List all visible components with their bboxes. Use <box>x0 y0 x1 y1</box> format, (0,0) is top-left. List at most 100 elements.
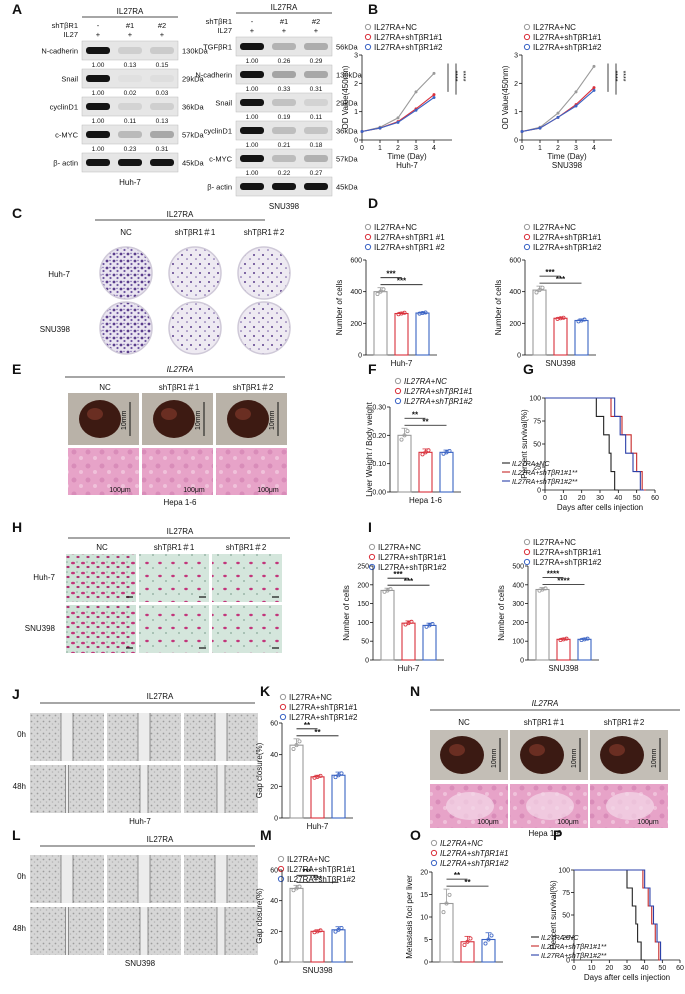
legend-entry: IL27RA+NC <box>374 223 417 232</box>
bar <box>397 434 412 493</box>
significance-marker: *** <box>302 867 312 876</box>
blot-band <box>240 43 264 50</box>
legend-marker <box>523 538 531 546</box>
transwell-image <box>212 554 282 602</box>
y-tick-label: 25 <box>562 935 570 942</box>
legend-entry: IL27RA+shTβR1#2 <box>440 859 509 868</box>
scale-label: 100μm <box>477 819 499 826</box>
section-title: IL27RA <box>147 692 174 701</box>
blot-protein-label: TGFβR1 <box>203 43 232 52</box>
data-point <box>402 433 407 438</box>
blot-band <box>304 183 328 190</box>
y-tick-label: 200 <box>509 321 521 328</box>
blot-quant-value: 1.00 <box>246 114 259 121</box>
liver-highlight <box>609 744 625 756</box>
blot-quant-value: 0.19 <box>278 114 291 121</box>
x-tick-label: 10 <box>588 965 596 972</box>
x-axis-label: Days after cells injection <box>557 503 643 512</box>
y-tick-label: 40 <box>270 752 278 759</box>
y-tick-label: 3 <box>514 53 518 60</box>
caption: Huh-7 <box>129 817 151 826</box>
wound-gap <box>61 855 73 903</box>
wound-gap <box>215 713 227 761</box>
survival-curve <box>574 869 645 961</box>
blot-size-label: 130kDa <box>336 71 363 80</box>
blot-band <box>86 47 110 54</box>
bar <box>439 451 454 493</box>
scale-label: 10mm <box>269 410 276 430</box>
legend-entry: IL27RA+shTβR1#1 <box>289 703 358 712</box>
column-label: shTβR1＃2 <box>604 718 645 727</box>
row-label: 48h <box>13 924 26 933</box>
y-tick-label: 300 <box>512 601 524 608</box>
scale-label: 100μm <box>637 819 659 826</box>
y-tick-label: 600 <box>509 258 521 265</box>
bar <box>415 312 430 356</box>
x-tick-label: 30 <box>623 965 631 972</box>
y-tick-label: 400 <box>350 289 362 296</box>
significance-marker: **** <box>451 71 458 82</box>
chart-subtitle: SNU398 <box>302 966 333 975</box>
data-point <box>399 437 404 442</box>
lane-label: - <box>97 21 100 30</box>
x-tick-label: 30 <box>596 495 604 502</box>
legend-marker <box>279 693 287 701</box>
legend-marker <box>277 875 285 883</box>
y-tick-label: 0 <box>517 353 521 360</box>
blot-quant-value: 1.00 <box>246 142 259 149</box>
legend-marker <box>523 33 531 41</box>
wound-gap <box>215 855 227 903</box>
column-label: shTβR1＃1 <box>524 718 565 727</box>
data-point <box>405 429 410 434</box>
y-tick-label: 100 <box>357 620 369 627</box>
series-point <box>432 96 436 99</box>
significance-marker: **** <box>611 71 618 82</box>
caption: Hepa 1-6 <box>164 498 197 507</box>
significance-marker: *** <box>404 577 414 586</box>
y-axis-label: Number of cells <box>342 585 351 641</box>
data-point <box>378 289 383 294</box>
he-stain <box>68 448 139 495</box>
lane-label: + <box>282 26 287 35</box>
panel-letter-N: N <box>410 683 420 699</box>
significance-marker: **** <box>547 570 560 579</box>
data-point <box>333 775 338 780</box>
series-point <box>556 115 560 119</box>
y-tick-label: 25 <box>533 465 541 472</box>
y-tick-label: 5 <box>424 937 428 944</box>
panel-letter-A: A <box>12 1 22 17</box>
caption: SNU398 <box>125 959 156 968</box>
blot-band <box>118 47 142 54</box>
x-tick-label: 4 <box>592 145 596 152</box>
data-point <box>585 636 590 641</box>
y-tick-label: 500 <box>512 564 524 571</box>
bar <box>289 744 304 819</box>
data-point <box>297 884 302 889</box>
blot-band <box>150 47 174 54</box>
y-tick-label: 2 <box>514 81 518 88</box>
row-label: SNU398 <box>40 325 71 334</box>
y-tick-label: 60 <box>270 721 278 728</box>
blot-size-label: 130kDa <box>182 47 209 56</box>
series-line <box>521 90 595 133</box>
blot-protein-label: cyclinD1 <box>50 103 78 112</box>
blot-quant-value: 1.00 <box>92 90 105 97</box>
bar <box>373 291 388 356</box>
wound-gap <box>140 765 148 813</box>
legend-entry: IL27RA+shTβR1#1 <box>533 33 602 42</box>
blot-protein-label: N-cadherin <box>41 47 78 56</box>
y-tick-label: 0 <box>566 958 570 965</box>
bar <box>380 589 395 661</box>
scale-label: 10mm <box>571 748 578 768</box>
blot-band <box>118 131 142 138</box>
lane-label: #2 <box>312 17 320 26</box>
data-point <box>483 941 488 946</box>
legend-marker <box>368 563 376 571</box>
liver-highlight <box>235 408 251 420</box>
blot-size-label: 29kDa <box>182 75 205 84</box>
y-axis-label: Liver Weight / Body weight <box>365 401 374 496</box>
y-tick-label: 50 <box>361 639 369 646</box>
panel-letter-K: K <box>260 683 270 699</box>
legend-entry: IL27RA+NC <box>378 543 421 552</box>
blot-quant-value: 1.00 <box>92 62 105 69</box>
